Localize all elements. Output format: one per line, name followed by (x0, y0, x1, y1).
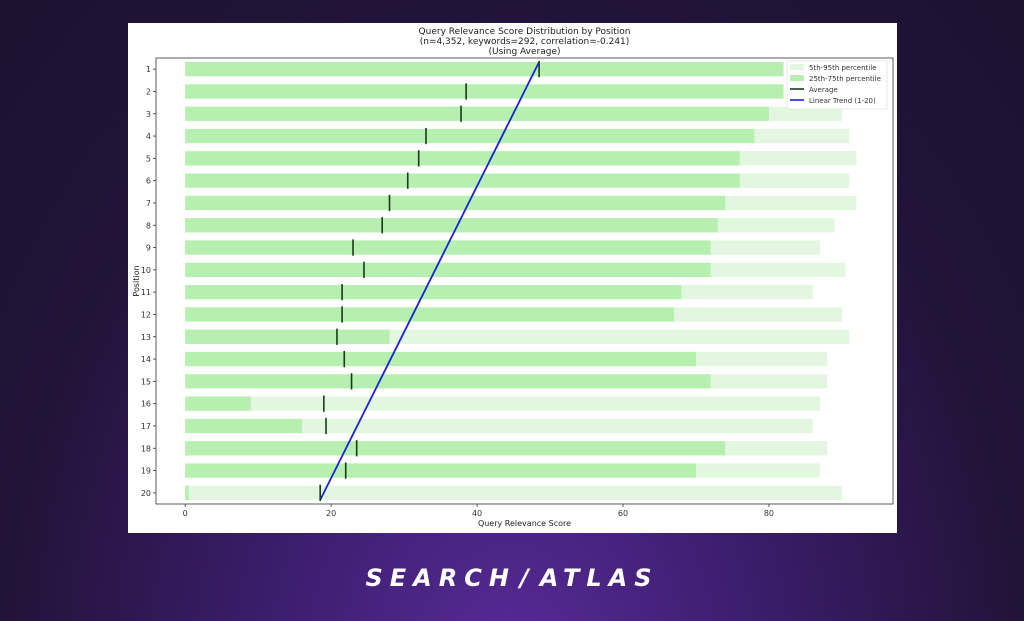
brand-slash: / (519, 564, 536, 592)
y-tick-label: 19 (141, 467, 151, 476)
p25-75-bar (185, 418, 302, 434)
y-tick-label: 11 (141, 288, 151, 297)
y-tick-label: 4 (146, 132, 151, 141)
p25-75-bar (185, 262, 711, 277)
x-tick-label: 40 (472, 509, 482, 518)
y-tick-label: 15 (141, 377, 151, 386)
p25-75-bar (185, 351, 696, 367)
legend-label: Linear Trend (1-20) (809, 97, 876, 105)
p25-75-bar (185, 374, 711, 389)
y-axis-label: Position (132, 265, 141, 296)
y-tick-label: 17 (141, 422, 151, 431)
p25-75-bar (185, 396, 251, 411)
p25-75-bar (185, 218, 718, 233)
p25-75-bar (185, 307, 675, 322)
y-tick-label: 18 (141, 444, 151, 453)
y-tick-label: 3 (146, 110, 151, 119)
p25-75-bar (185, 329, 390, 344)
y-tick-label: 7 (146, 199, 151, 208)
p25-75-bar (185, 195, 726, 211)
legend-label: 25th-75th percentile (809, 75, 881, 83)
plot-frame (155, 57, 894, 505)
legend-swatch (790, 64, 804, 70)
p25-75-bar (185, 240, 711, 255)
y-tick-label: 1 (146, 65, 151, 74)
chart-subtitle-2: (Using Average) (488, 47, 560, 57)
y-tick-label: 8 (146, 221, 151, 230)
brand-word-search: SEARCH (365, 564, 516, 592)
p25-75-bar (185, 62, 784, 77)
x-tick-label: 20 (326, 509, 336, 518)
p25-75-bar (185, 485, 189, 500)
y-tick-label: 10 (141, 266, 151, 275)
y-tick-label: 6 (146, 177, 151, 186)
p25-75-bar (185, 463, 696, 478)
x-axis-label: Query Relevance Score (478, 519, 571, 528)
p25-75-bar (185, 128, 755, 144)
y-tick-label: 5 (146, 154, 151, 163)
y-tick-label: 16 (141, 400, 151, 409)
y-tick-label: 12 (141, 310, 151, 319)
y-tick-label: 14 (141, 355, 151, 364)
p25-75-bar (185, 173, 740, 188)
y-tick-label: 13 (141, 333, 151, 342)
legend-label: 5th-95th percentile (809, 64, 876, 72)
p25-75-bar (185, 151, 740, 166)
x-tick-label: 0 (183, 509, 188, 518)
legend-label: Average (809, 86, 838, 94)
chart-subtitle: (n=4,352, keywords=292, correlation=-0.2… (420, 37, 630, 47)
p25-75-bar (185, 441, 726, 456)
chart-title: Query Relevance Score Distribution by Po… (419, 27, 631, 37)
x-tick-label: 60 (618, 509, 628, 518)
p25-75-bar (185, 106, 769, 121)
y-tick-label: 9 (146, 244, 151, 253)
x-tick-label: 80 (764, 509, 774, 518)
p25-75-bar (185, 84, 784, 99)
p5-95-bar (185, 396, 821, 411)
brand-word-atlas: ATLAS (539, 564, 659, 592)
y-tick-label: 20 (141, 489, 151, 498)
brand-logo: SEARCH / ATLAS (0, 558, 1024, 598)
p25-75-bar (185, 285, 682, 300)
legend-swatch (790, 75, 804, 81)
p5-95-bar (185, 418, 813, 434)
trend-line (319, 61, 540, 501)
p5-95-bar (185, 485, 842, 500)
chart-card: 1 2 3 4 5 6 7 8 9 10 11 12 13 14 15 16 17 18 19 20 0 20 40 60 80… (128, 23, 897, 533)
y-tick-label: 2 (146, 87, 151, 96)
